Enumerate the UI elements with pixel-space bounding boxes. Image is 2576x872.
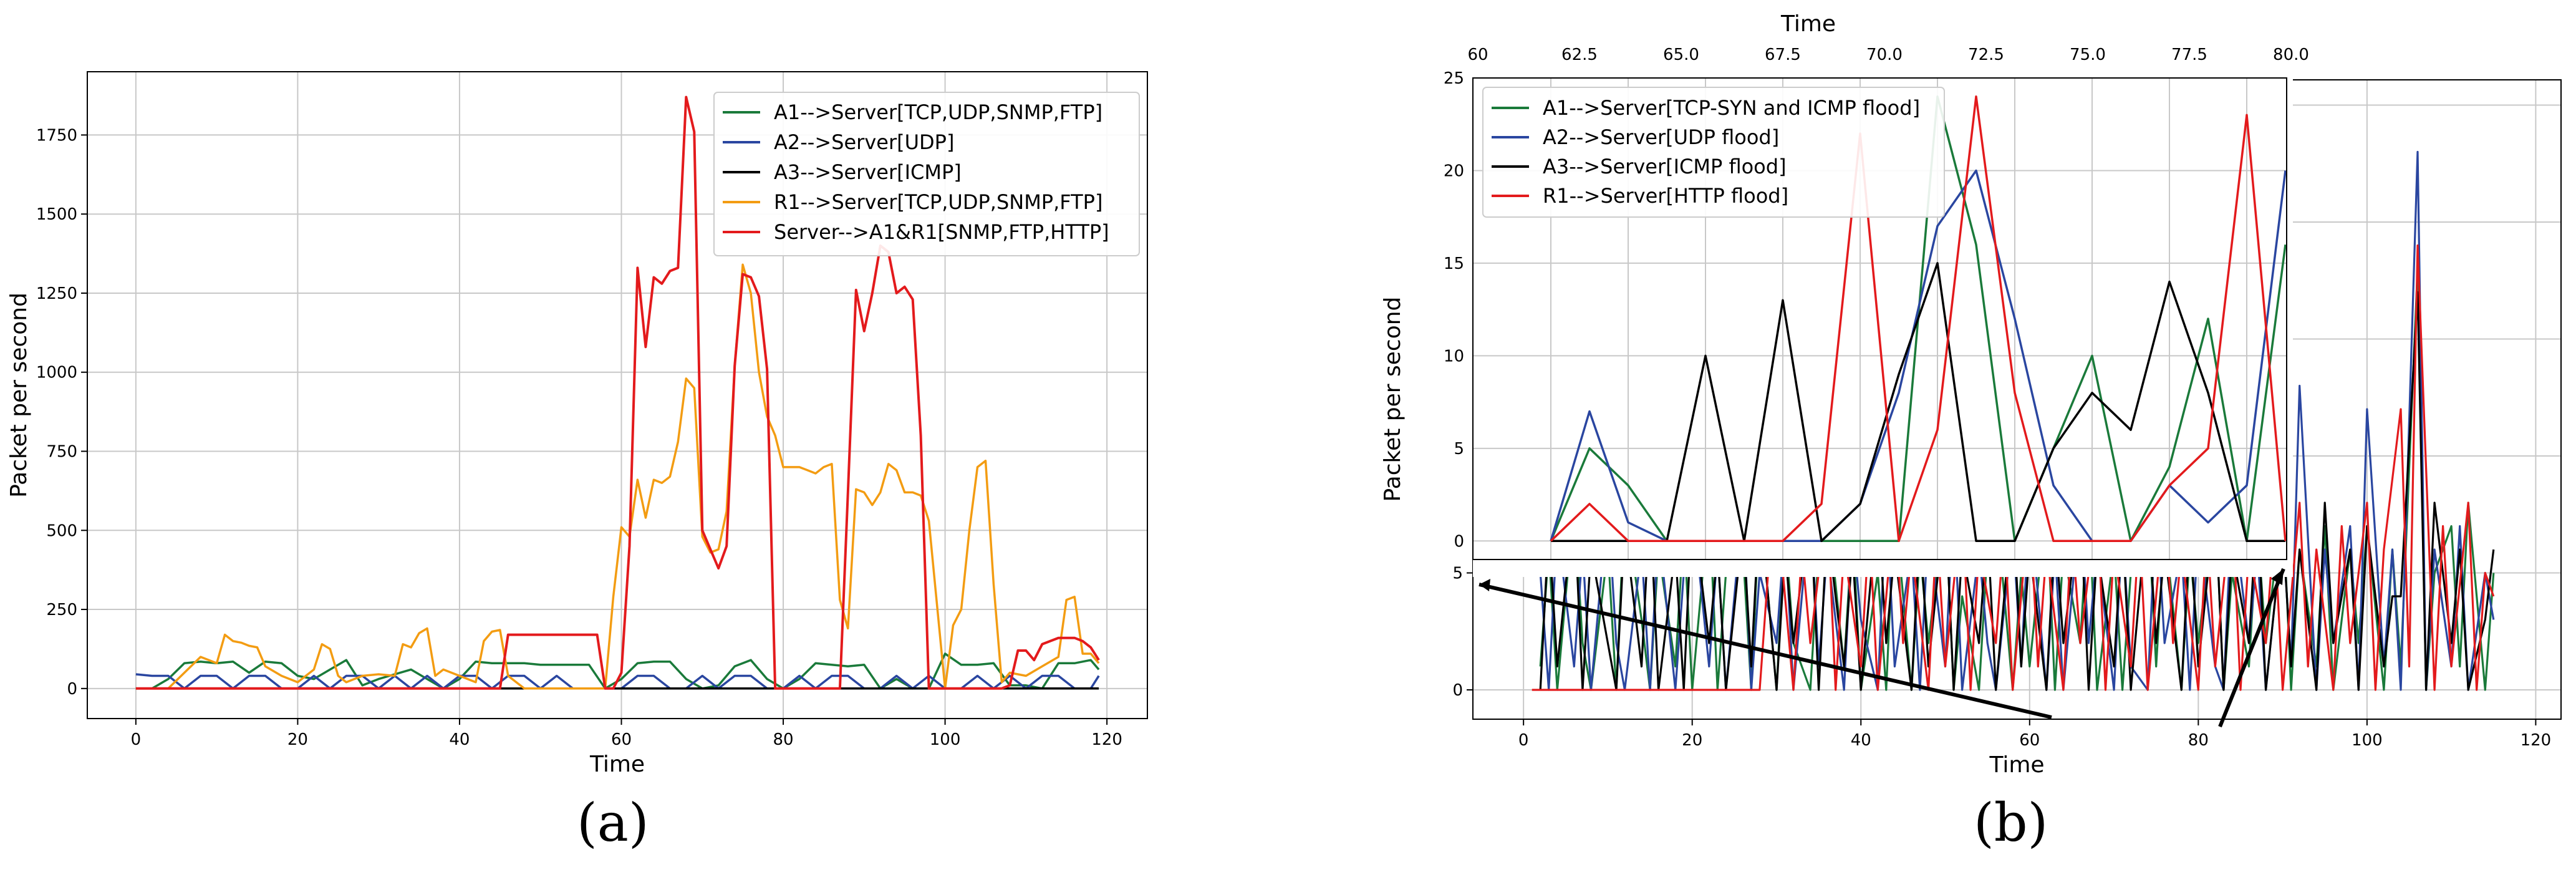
x-axis-label: Time	[1989, 752, 2044, 778]
x-tick-label: 40	[449, 730, 470, 749]
x-tick-label: 80	[2188, 731, 2209, 750]
legend-entry: A1-->Server[TCP,UDP,SNMP,FTP]	[774, 100, 1102, 124]
x-tick-label: 100	[2352, 731, 2383, 750]
x-tick-label: 20	[287, 730, 308, 749]
legend-entry: R1-->Server[TCP,UDP,SNMP,FTP]	[774, 190, 1102, 214]
inset-y-tick-label: 5	[1454, 440, 1464, 458]
inset-y-tick-label: 25	[1444, 69, 1464, 88]
x-tick-label: 60	[2019, 731, 2040, 750]
inset-frame	[1472, 77, 2287, 560]
inset-series-line	[1550, 95, 2287, 543]
zoom-connector-line	[2218, 568, 2285, 728]
panel-b-label: (b)	[1974, 792, 2048, 853]
x-tick-label: 120	[1091, 730, 1122, 749]
y-tick-label: 1250	[36, 284, 77, 303]
y-tick-label: 1000	[36, 364, 77, 382]
y-axis-label: Packet per second	[1380, 297, 1406, 502]
zoom-arrowhead	[1479, 579, 1490, 591]
inset-y-tick-label: 0	[1454, 532, 1464, 551]
y-tick-label: 1500	[36, 205, 77, 224]
legend-entry: R1-->Server[HTTP flood]	[1543, 184, 1788, 208]
inset-x-tick-label: 67.5	[1765, 46, 1801, 64]
plot-frame	[87, 71, 1148, 719]
inset-x-tick-label: 70.0	[1866, 46, 1903, 64]
y-tick-label: 250	[46, 601, 77, 619]
x-tick-label: 40	[1851, 731, 1871, 750]
inset-x-tick-label: 72.5	[1968, 46, 2004, 64]
x-tick-label: 80	[773, 730, 793, 749]
panel-a-label: (a)	[577, 792, 649, 853]
series-line	[135, 95, 1100, 690]
y-tick-label: 500	[46, 521, 77, 540]
legend-entry: A2-->Server[UDP]	[774, 130, 954, 154]
x-tick-label: 120	[2521, 731, 2552, 750]
legend-entry: A2-->Server[UDP flood]	[1543, 125, 1779, 149]
x-tick-label: 0	[1518, 731, 1529, 750]
inset-series-group	[1550, 95, 2287, 543]
inset-x-tick-label: 65.0	[1663, 46, 1699, 64]
y-tick-label: 1750	[36, 126, 77, 145]
zoom-connector-line	[1479, 583, 2052, 719]
y-tick-label: 5	[1452, 564, 1463, 583]
x-axis-label: Time	[589, 752, 645, 777]
inset-x-tick-label: 77.5	[2171, 46, 2207, 64]
legend-entry: A3-->Server[ICMP flood]	[1543, 155, 1787, 178]
series-line	[135, 652, 1100, 690]
legend-box	[713, 92, 1140, 256]
zoom-arrowhead	[2271, 569, 2284, 585]
series-group	[135, 95, 1100, 690]
y-axis-label: Packet per second	[6, 293, 32, 498]
y-tick-label: 0	[67, 680, 77, 699]
inset-x-tick-label: 60	[1467, 46, 1488, 64]
legend-entry: Server-->A1&R1[SNMP,FTP,HTTP]	[774, 220, 1109, 244]
x-tick-label: 100	[930, 730, 961, 749]
legend-box	[1482, 87, 1945, 218]
series-line	[1539, 268, 2495, 691]
inset-x-tick-label: 80.0	[2273, 46, 2309, 64]
y-tick-label: 750	[46, 443, 77, 462]
x-tick-label: 60	[611, 730, 632, 749]
series-line	[135, 263, 1100, 690]
inset-y-tick-label: 15	[1444, 254, 1464, 273]
x-tick-label: 0	[131, 730, 142, 749]
legend-entry: A1-->Server[TCP-SYN and ICMP flood]	[1543, 96, 1920, 120]
x-tick-label: 20	[1682, 731, 1702, 750]
inset-x-tick-label: 62.5	[1561, 46, 1598, 64]
inset-x-tick-label: 75.0	[2070, 46, 2106, 64]
inset-y-tick-label: 20	[1444, 162, 1464, 180]
inset-y-tick-label: 10	[1444, 347, 1464, 366]
panel-a-chart: 0 20 40 60 80 100 120 0 250 500 750 1000 1250 1500 175…	[6, 71, 1148, 777]
y-tick-label: 0	[1452, 681, 1463, 700]
inset-series-line	[1551, 262, 2285, 543]
legend-entry: A3-->Server[ICMP]	[774, 160, 962, 184]
panel-b-chart: 0 20 40 60 80 100 120 0 5 Time Packet per second 0 5…	[1380, 11, 2562, 778]
inset-x-axis-label: Time	[1780, 11, 1836, 37]
